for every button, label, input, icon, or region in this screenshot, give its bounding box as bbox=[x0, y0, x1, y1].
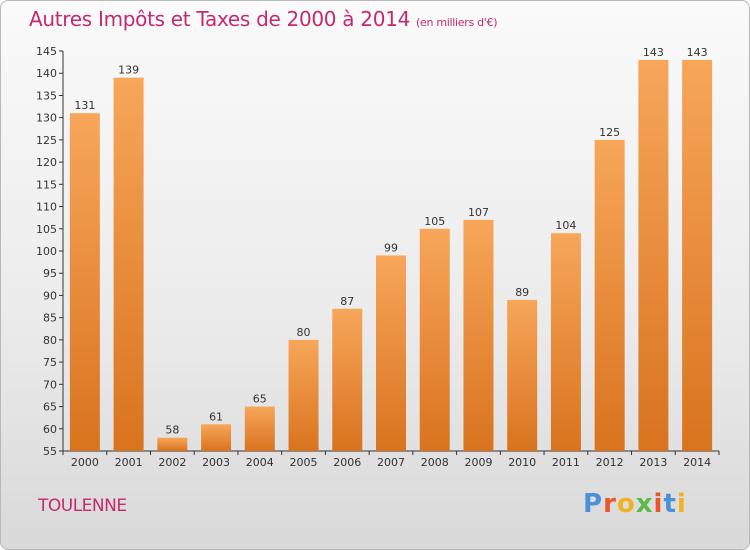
x-tick-label: 2013 bbox=[639, 456, 667, 469]
data-label-2014: 143 bbox=[687, 46, 708, 59]
x-tick-label: 2004 bbox=[246, 456, 274, 469]
y-tick-label: 105 bbox=[36, 223, 57, 236]
y-tick-label: 110 bbox=[36, 201, 57, 214]
y-tick-label: 70 bbox=[43, 378, 57, 391]
y-tick-label: 60 bbox=[43, 423, 57, 436]
x-tick-label: 2012 bbox=[596, 456, 624, 469]
proxiti-logo: Proxiti bbox=[583, 489, 687, 519]
data-label-2005: 80 bbox=[297, 326, 311, 339]
data-label-2009: 107 bbox=[468, 206, 489, 219]
bar-2002 bbox=[157, 437, 188, 451]
y-tick-label: 95 bbox=[43, 267, 57, 280]
x-tick-label: 2005 bbox=[290, 456, 318, 469]
y-tick-label: 135 bbox=[36, 89, 57, 102]
y-tick-label: 75 bbox=[43, 356, 57, 369]
bar-2010 bbox=[507, 299, 538, 451]
data-label-2006: 87 bbox=[340, 295, 354, 308]
data-label-2012: 125 bbox=[599, 126, 620, 139]
bar-2000 bbox=[69, 113, 100, 451]
bar-2001 bbox=[113, 77, 144, 452]
y-tick-label: 130 bbox=[36, 112, 57, 125]
y-tick-label: 55 bbox=[43, 445, 57, 458]
x-axis: 2000 2001 2002 2003 2004 2005 2006 2007 2008 2009… bbox=[62, 450, 720, 469]
data-label-2004: 65 bbox=[253, 393, 267, 406]
y-tick-label: 85 bbox=[43, 312, 57, 325]
data-label-2011: 104 bbox=[555, 219, 576, 232]
bar-2003 bbox=[201, 424, 232, 451]
data-label-2007: 99 bbox=[384, 241, 398, 254]
bar-2006 bbox=[332, 308, 363, 451]
x-tick-label: 2002 bbox=[158, 456, 186, 469]
y-tick-label: 120 bbox=[36, 156, 57, 169]
x-tick-label: 2014 bbox=[683, 456, 711, 469]
data-label-2008: 105 bbox=[424, 215, 445, 228]
y-tick-label: 125 bbox=[36, 134, 57, 147]
bar-2009 bbox=[463, 219, 494, 451]
x-tick-label: 2010 bbox=[508, 456, 536, 469]
bar-2007 bbox=[376, 255, 406, 451]
bar-2004 bbox=[244, 406, 275, 451]
x-tick-label: 2007 bbox=[377, 456, 405, 469]
bar-2005 bbox=[288, 339, 319, 451]
bar-2011 bbox=[550, 233, 581, 451]
data-label-2001: 139 bbox=[118, 64, 139, 77]
bar-2012 bbox=[594, 139, 625, 451]
x-tick-label: 2011 bbox=[552, 456, 580, 469]
y-tick-label: 115 bbox=[36, 178, 57, 191]
y-tick-label: 80 bbox=[43, 334, 57, 347]
data-label-2010: 89 bbox=[515, 286, 529, 299]
y-tick-label: 90 bbox=[43, 289, 57, 302]
bar-2014 bbox=[682, 59, 713, 452]
x-tick-label: 2003 bbox=[202, 456, 230, 469]
x-tick-label: 2006 bbox=[333, 456, 361, 469]
chart-title: Autres Impôts et Taxes de 2000 à 2014 (en… bbox=[29, 7, 497, 31]
chart-unit: (en milliers d'€) bbox=[416, 16, 498, 29]
y-tick-label: 100 bbox=[36, 245, 57, 258]
bar-2013 bbox=[638, 59, 669, 452]
bars-group: 131 139 58 61 65 80 87 99 105 107 89 104 125 143 143 bbox=[69, 46, 713, 452]
bar-2008 bbox=[419, 228, 450, 451]
y-tick-label: 65 bbox=[43, 401, 57, 414]
x-tick-label: 2001 bbox=[115, 456, 143, 469]
commune-name: TOULENNE bbox=[38, 496, 127, 516]
data-label-2013: 143 bbox=[643, 46, 664, 59]
x-tick-label: 2009 bbox=[464, 456, 492, 469]
data-label-2002: 58 bbox=[165, 424, 179, 437]
data-label-2003: 61 bbox=[209, 410, 223, 423]
x-tick-label: 2000 bbox=[71, 456, 99, 469]
chart-title-text: Autres Impôts et Taxes de 2000 à 2014 bbox=[29, 7, 410, 31]
y-axis: 55 60 65 70 75 80 85 90 95 100 105 110 115 120 125 130 1… bbox=[36, 45, 64, 458]
y-tick-label: 145 bbox=[36, 45, 57, 58]
data-label-2000: 131 bbox=[74, 99, 95, 112]
y-tick-label: 140 bbox=[36, 67, 57, 80]
x-tick-label: 2008 bbox=[421, 456, 449, 469]
